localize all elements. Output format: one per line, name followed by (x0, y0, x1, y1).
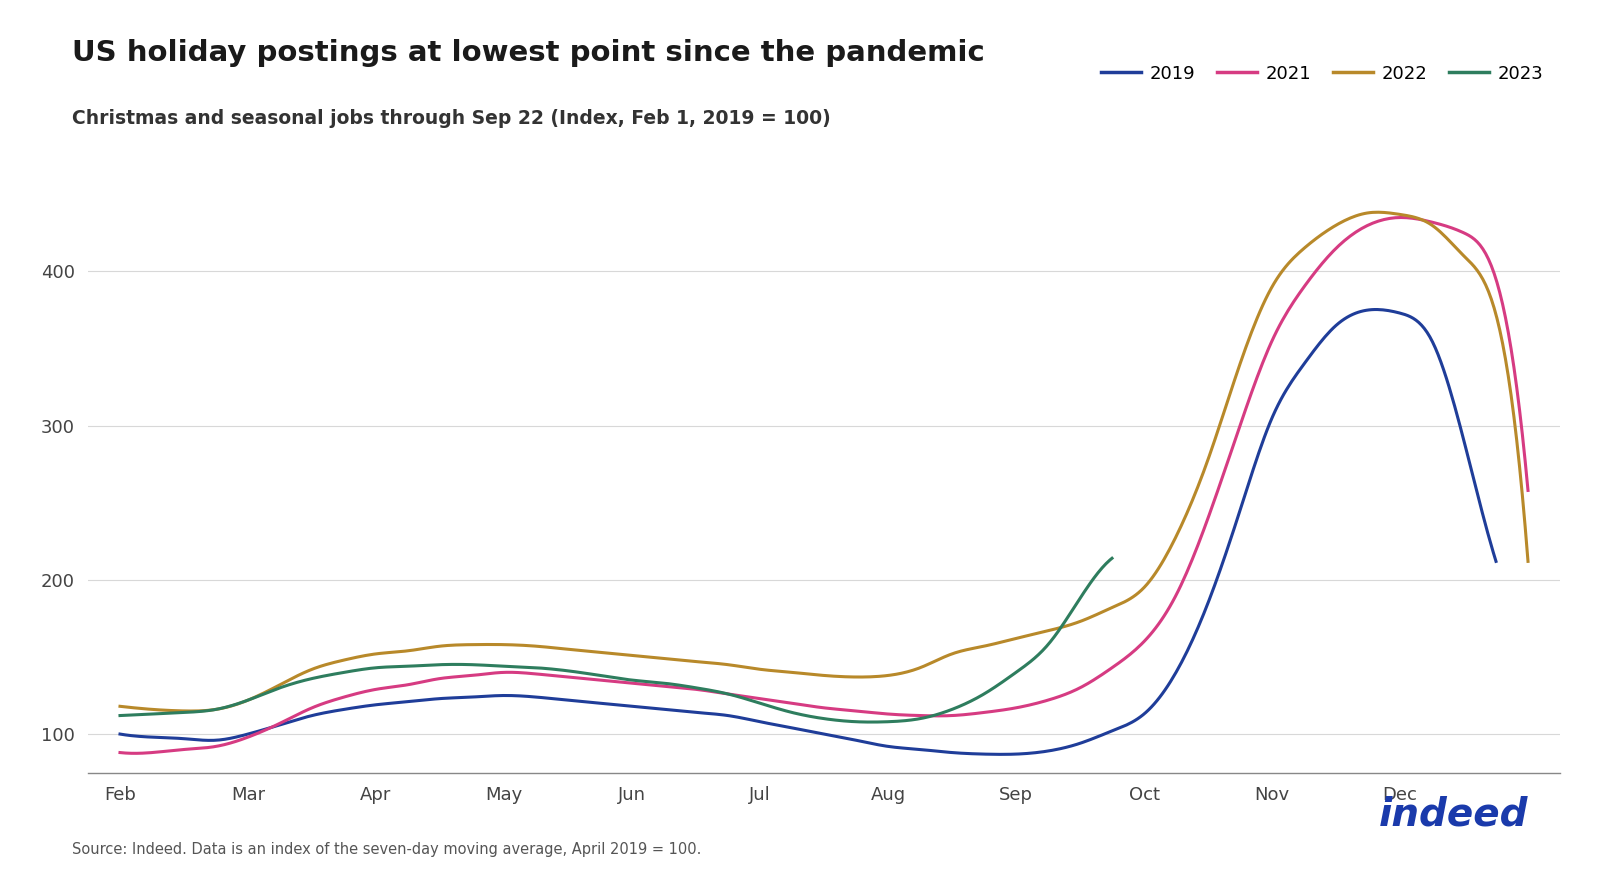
Text: Christmas and seasonal jobs through Sep 22 (Index, Feb 1, 2019 = 100): Christmas and seasonal jobs through Sep … (72, 109, 830, 128)
Legend: 2019, 2021, 2022, 2023: 2019, 2021, 2022, 2023 (1094, 58, 1550, 90)
Text: US holiday postings at lowest point since the pandemic: US holiday postings at lowest point sinc… (72, 39, 984, 67)
Text: Source: Indeed. Data is an index of the seven-day moving average, April 2019 = 1: Source: Indeed. Data is an index of the … (72, 842, 701, 857)
Text: indeed: indeed (1379, 795, 1528, 834)
